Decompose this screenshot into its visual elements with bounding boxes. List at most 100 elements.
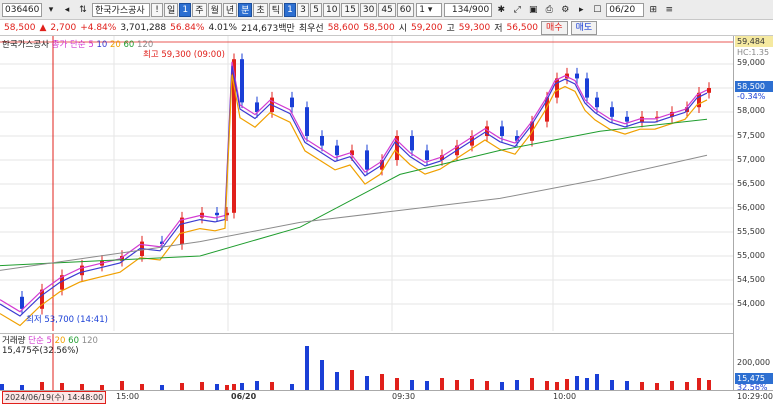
alert-button[interactable]: ! xyxy=(151,2,163,17)
minute-button-60[interactable]: 60 xyxy=(396,2,415,17)
minute-button-3[interactable]: 3 xyxy=(296,2,309,17)
low-annotation: 최저 53,700 (14:41) xyxy=(26,315,108,325)
volume-chart[interactable] xyxy=(0,333,733,391)
volume-rate-tag: 32.56% xyxy=(737,383,768,392)
interval-input[interactable]: 1 ▾ xyxy=(416,2,443,17)
candle-body xyxy=(655,116,659,118)
time-label: 15:00 xyxy=(116,392,140,401)
price-change: 2,700 xyxy=(50,22,77,33)
vma120-label: 120 xyxy=(81,336,98,346)
candle-body xyxy=(180,217,184,244)
search-icon[interactable]: ▾ xyxy=(48,4,54,15)
period-button-year[interactable]: 년 xyxy=(222,2,238,17)
candle-body xyxy=(40,289,44,309)
print-icon[interactable]: ⎙ xyxy=(545,4,553,15)
link-icon[interactable]: ⇅ xyxy=(79,4,87,15)
candle-body xyxy=(425,150,429,160)
draw-icon[interactable]: ⤢ xyxy=(513,4,521,15)
candle-body xyxy=(232,59,236,213)
minute-button-45[interactable]: 45 xyxy=(378,2,396,17)
time-label: 09:30 xyxy=(392,392,416,401)
current-price: 58,500 xyxy=(4,22,36,33)
candle-body xyxy=(305,107,309,136)
stock-code-input[interactable]: 036460 xyxy=(2,2,42,17)
volume-bar xyxy=(610,380,614,390)
candle-body xyxy=(160,241,164,244)
period-value[interactable]: 1 xyxy=(179,2,192,17)
volume-bar xyxy=(180,383,184,390)
volume-bar xyxy=(697,378,701,390)
candle-body xyxy=(585,78,589,98)
ma5-label: 5 xyxy=(88,40,94,50)
candle-body xyxy=(515,136,519,141)
chart-stock-name: 한국가스공사 xyxy=(2,40,49,50)
axis-top-label: 59,484 xyxy=(735,36,773,47)
price-tick: 54,000 xyxy=(737,299,765,308)
volume-bar xyxy=(625,381,629,390)
stock-name-field[interactable]: 한국가스공사 xyxy=(92,2,150,17)
best-bid: 58,500 xyxy=(363,22,395,33)
candle-body xyxy=(575,73,579,79)
candle-body xyxy=(350,150,354,156)
buy-button[interactable]: 매수 xyxy=(541,20,568,35)
period-button-month[interactable]: 월 xyxy=(207,2,222,17)
candle-body xyxy=(380,160,384,170)
volume-bar xyxy=(240,383,244,390)
volume-value: 15,475주(32.56%) xyxy=(2,346,79,356)
count-field[interactable]: 134/900 xyxy=(444,2,493,17)
price-axis: 59,484 HC:1.35 59,000 58,500 -0.34% 58,0… xyxy=(733,36,773,392)
turnover-rate: 4.01% xyxy=(208,22,238,33)
ma20-line xyxy=(0,74,708,327)
arrow-icon[interactable]: ◂ xyxy=(64,4,70,15)
date-input[interactable]: 06/20 xyxy=(606,2,645,17)
minute-button-10[interactable]: 10 xyxy=(322,2,341,17)
save-icon[interactable]: ▣ xyxy=(528,4,538,15)
period-button-second[interactable]: 초 xyxy=(253,2,268,17)
minute-button-30[interactable]: 30 xyxy=(359,2,378,17)
volume-bar xyxy=(685,382,689,390)
volume-ma-label: 단순 xyxy=(28,336,44,346)
candle-body xyxy=(625,116,629,122)
ma120-line xyxy=(0,154,708,271)
period-button-day[interactable]: 일 xyxy=(164,2,179,17)
volume-bar xyxy=(0,384,4,390)
period-button-tick[interactable]: 틱 xyxy=(268,2,283,17)
candle-body xyxy=(395,136,399,160)
date-label: 06/20 xyxy=(231,392,257,401)
sell-button[interactable]: 매도 xyxy=(570,20,598,35)
period-button-week[interactable]: 주 xyxy=(192,2,207,17)
gear-icon[interactable]: ⚙ xyxy=(561,4,570,15)
candle-body xyxy=(290,97,294,108)
candle-body xyxy=(500,126,504,136)
price-tick: 55,000 xyxy=(737,251,765,260)
price-chart[interactable] xyxy=(0,36,733,331)
crosshair-time: 2024/06/19(수) 14:48:00 xyxy=(2,391,107,404)
volume-bar xyxy=(140,384,144,390)
time-axis: 2024/06/19(수) 14:48:00 15:00 06/20 09:30… xyxy=(0,390,773,404)
minute-button-5[interactable]: 5 xyxy=(309,2,322,17)
chart-type-icon[interactable]: ✱ xyxy=(497,4,505,15)
period-button-minute[interactable]: 분 xyxy=(238,2,253,17)
next-icon[interactable]: ▸ xyxy=(578,4,584,15)
volume-bar xyxy=(530,378,534,390)
grid-icon[interactable]: ⊞ xyxy=(649,4,657,15)
settings-icon[interactable]: ≡ xyxy=(665,4,673,15)
volume-bar xyxy=(380,374,384,390)
volume: 3,701,288 xyxy=(120,22,167,33)
minute-button-1[interactable]: 1 xyxy=(283,2,296,17)
quote-bar: 58,500 ▲ 2,700 +4.84% 3,701,288 56.84% 4… xyxy=(0,20,773,36)
volume-bar xyxy=(80,384,84,390)
volume-bar xyxy=(395,378,399,390)
candle-body xyxy=(200,212,204,218)
calendar-icon[interactable]: ☐ xyxy=(593,4,602,15)
candle-body xyxy=(610,107,614,117)
candle-body xyxy=(707,88,711,93)
change-rate: +4.84% xyxy=(80,22,117,33)
ma-label: 종가 단순 xyxy=(51,40,86,50)
volume-bar xyxy=(455,380,459,390)
ma20-label: 20 xyxy=(109,40,121,50)
volume-bar xyxy=(655,383,659,390)
minute-button-15[interactable]: 15 xyxy=(341,2,359,17)
candle-body xyxy=(255,102,259,112)
candle-body xyxy=(240,59,244,103)
